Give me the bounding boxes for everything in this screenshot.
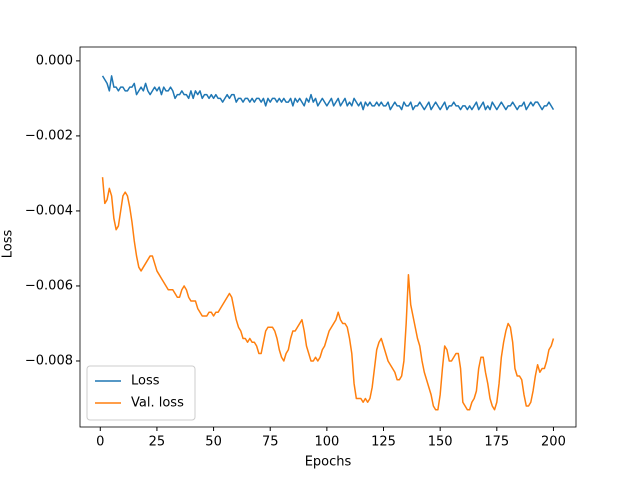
x-tick-label: 100 <box>314 435 339 450</box>
x-tick-label: 175 <box>484 435 509 450</box>
line-series <box>101 177 555 411</box>
x-tick-label: 200 <box>541 435 566 450</box>
x-tick-label: 150 <box>428 435 453 450</box>
legend-label: Loss <box>131 374 160 389</box>
x-tick-label: 0 <box>96 435 104 450</box>
legend-label: Val. loss <box>131 396 184 411</box>
x-tick-label: 25 <box>149 435 166 450</box>
y-tick-label: −0.006 <box>25 278 73 293</box>
x-tick-label: 75 <box>262 435 279 450</box>
y-axis-label: Loss <box>1 230 16 259</box>
x-axis-label: Epochs <box>305 455 352 470</box>
x-tick-label: 125 <box>371 435 396 450</box>
line-series <box>101 75 555 111</box>
y-tick-label: 0.000 <box>36 53 73 68</box>
y-tick-label: −0.004 <box>25 203 73 218</box>
legend-box <box>86 365 196 421</box>
y-tick-label: −0.002 <box>25 128 73 143</box>
x-tick-label: 50 <box>205 435 222 450</box>
y-tick-label: −0.008 <box>25 353 73 368</box>
axes-frame <box>79 46 577 428</box>
